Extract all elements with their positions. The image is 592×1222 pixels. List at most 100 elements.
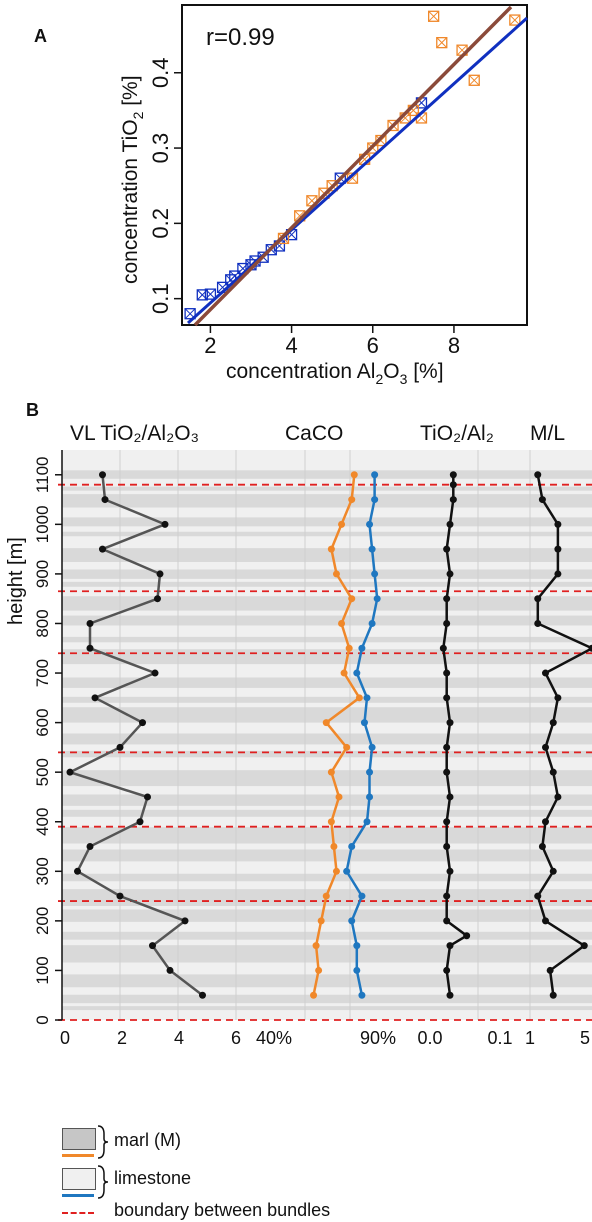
boundary-line-sample (62, 1212, 94, 1214)
series-point (315, 966, 323, 974)
series-line (345, 474, 379, 996)
series-point (443, 694, 451, 702)
marl-band (62, 581, 592, 587)
series-point (443, 669, 451, 677)
series-point (542, 818, 549, 826)
panel-a-x-tick-label: 6 (367, 333, 379, 358)
marl-point (468, 74, 480, 86)
marl-band (62, 945, 592, 963)
series-point (310, 991, 318, 999)
series-point (443, 595, 451, 603)
series-point (327, 545, 335, 553)
fit-line-marl (193, 5, 513, 327)
series-point (99, 545, 106, 553)
series-point (449, 496, 457, 504)
series-point (549, 719, 557, 727)
marl-band (62, 794, 592, 806)
limestone-line-sample (62, 1194, 94, 1197)
panel-b-y-tick-label: 400 (33, 808, 52, 836)
series-1 (310, 471, 363, 999)
panel-b-x-tick-label: 0.1 (487, 1028, 512, 1048)
series-point (358, 644, 366, 652)
panel-b-y-tick-label: 200 (33, 907, 52, 935)
series-point (144, 793, 151, 801)
series-point (149, 942, 156, 950)
panel-a-x-tick-label: 8 (448, 333, 460, 358)
legend-boundary-label: boundary between bundles (114, 1200, 331, 1220)
panel-b-series (66, 471, 592, 999)
series-point (322, 892, 330, 900)
marl-band (62, 974, 592, 988)
series-point (534, 471, 542, 479)
series-point (542, 669, 549, 677)
series-point (353, 669, 361, 677)
panel-b-x-tick-label: 2 (117, 1028, 127, 1048)
marl-band (62, 931, 592, 940)
marl-band (62, 994, 592, 1004)
panel-b-x-tick-label: 90% (360, 1028, 396, 1048)
series-point (348, 917, 356, 925)
series-point (446, 570, 454, 578)
panel-b-grid (119, 450, 531, 1020)
series-point (371, 570, 379, 578)
panel-b-y-tick-label: 0 (33, 1015, 52, 1024)
series-point (136, 818, 144, 826)
series-point (443, 917, 451, 925)
panel-b-x-ticks: 0 2 4 6 40% 90% 0.0 0.1 1 5 (60, 1028, 590, 1048)
panel-b-x-tick-label: 40% (256, 1028, 292, 1048)
series-point (161, 520, 169, 528)
series-point (156, 570, 164, 578)
panel-b-x-tick-label: 6 (231, 1028, 241, 1048)
series-point (371, 471, 379, 479)
panel-b-y-tick-label: 800 (33, 609, 52, 637)
series-point (542, 917, 549, 925)
series-point (368, 743, 376, 751)
series-point (99, 471, 106, 479)
marl-band (62, 809, 592, 817)
panel-b-y-label: height [m] (5, 537, 27, 625)
series-point (554, 545, 562, 553)
panel-b-x-tick-label: 5 (580, 1028, 590, 1048)
series-point (542, 743, 549, 751)
marl-swatch (62, 1128, 96, 1150)
marl-band (62, 750, 592, 758)
series-point (549, 768, 557, 776)
series-point (327, 818, 335, 826)
panel-b-y-tick-label: 300 (33, 857, 52, 885)
series-2 (343, 471, 381, 999)
series-point (554, 793, 562, 801)
series-point (580, 942, 588, 950)
series-point (116, 743, 124, 751)
series-point (439, 644, 447, 652)
panel-b-x-tick-label: 0.0 (417, 1028, 442, 1048)
panel-a-y-tick-label: 0.2 (148, 208, 173, 239)
series-line (442, 474, 469, 996)
series-point (373, 595, 381, 603)
series-point (443, 768, 451, 776)
series-0 (66, 471, 206, 999)
series-point (554, 570, 562, 578)
series-point (366, 520, 374, 528)
marl-band (62, 569, 592, 579)
series-point (360, 719, 368, 727)
marl-band (62, 649, 592, 665)
series-point (554, 694, 562, 702)
series-point (358, 892, 366, 900)
panel-b-y-tick-label: 100 (33, 956, 52, 984)
series-point (86, 619, 94, 627)
marl-band (62, 596, 592, 611)
panel-b-x-tick-label: 0 (60, 1028, 70, 1048)
limestone-swatch (62, 1168, 96, 1190)
col2-title: CaCO (285, 422, 343, 445)
series-point (199, 991, 206, 999)
series-point (371, 496, 379, 504)
series-point (463, 932, 471, 940)
panel-b-letter: B (26, 400, 39, 420)
series-point (101, 496, 109, 504)
marl-band (62, 494, 592, 508)
series-point (330, 843, 338, 851)
marl-band (62, 636, 592, 643)
series-point (343, 743, 351, 751)
series-point (312, 942, 320, 950)
series-point (139, 719, 146, 727)
